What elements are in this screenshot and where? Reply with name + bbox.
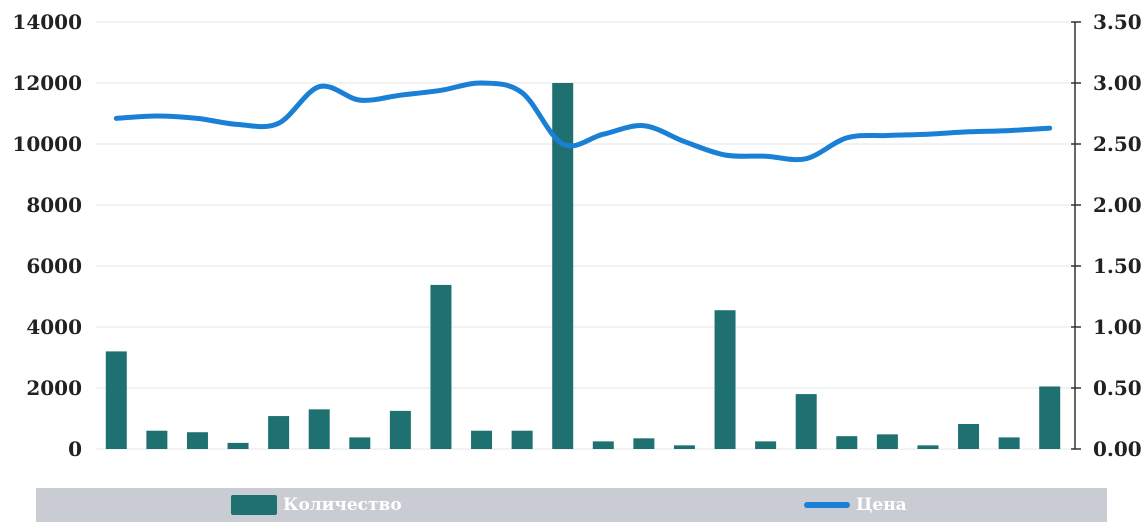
left-tick-label: 0 [68, 437, 82, 461]
legend-swatch-line [804, 502, 850, 508]
right-tick-label: 3.00 [1093, 71, 1142, 95]
bar-quantity [430, 284, 452, 449]
left-axis-ticks: 0 2000 4000 6000 8000 10000 12000 14000 [12, 10, 82, 461]
left-tick-label: 4000 [26, 315, 82, 339]
bar-quantity [917, 445, 939, 449]
left-tick-label: 2000 [26, 376, 82, 400]
bar-quantity [186, 432, 208, 449]
legend-label-quantity: Количество [283, 495, 402, 515]
left-tick-label: 10000 [12, 132, 82, 156]
right-tick-label: 2.50 [1093, 132, 1142, 156]
right-tick-label: 1.00 [1093, 315, 1142, 339]
left-tick-label: 8000 [26, 193, 82, 217]
bar-quantity [836, 436, 858, 449]
legend-swatch-bar [231, 495, 277, 515]
bar-quantity [349, 437, 371, 449]
bar-quantity [592, 441, 614, 449]
bars [105, 83, 1061, 449]
series-line-price [113, 80, 1053, 163]
left-tick-label: 14000 [12, 10, 82, 34]
right-tick-label: 0.50 [1093, 376, 1142, 400]
legend-item-price: Цена [804, 488, 907, 522]
bar-quantity [146, 430, 168, 449]
right-tick-label: 0.00 [1093, 437, 1142, 461]
legend-item-quantity: Количество [231, 488, 402, 522]
bar-quantity [308, 409, 330, 449]
bar-quantity [958, 423, 980, 449]
bar-quantity [998, 437, 1020, 449]
right-tick-label: 1.50 [1093, 254, 1142, 278]
bar-quantity [268, 416, 290, 449]
legend: Количество Цена [36, 488, 1107, 522]
bar-quantity [471, 430, 493, 449]
gridlines [96, 21, 1070, 450]
bar-quantity [552, 83, 574, 449]
bar-quantity [876, 434, 898, 449]
bar-quantity [227, 442, 249, 449]
right-axis: 0.00 0.50 1.00 1.50 2.00 2.50 3.00 3.50 [1071, 10, 1142, 461]
bar-quantity [633, 438, 655, 449]
bar-quantity [389, 410, 411, 449]
bar-quantity [673, 445, 695, 449]
bar-quantity [714, 310, 736, 449]
legend-label-price: Цена [856, 495, 907, 515]
left-tick-label: 6000 [26, 254, 82, 278]
bar-quantity [795, 394, 817, 449]
right-tick-label: 3.50 [1093, 10, 1142, 34]
bar-quantity [755, 441, 777, 449]
bar-quantity [105, 351, 127, 449]
bar-quantity [511, 430, 533, 449]
left-tick-label: 12000 [12, 71, 82, 95]
bar-quantity [1039, 386, 1061, 449]
right-tick-label: 2.00 [1093, 193, 1142, 217]
